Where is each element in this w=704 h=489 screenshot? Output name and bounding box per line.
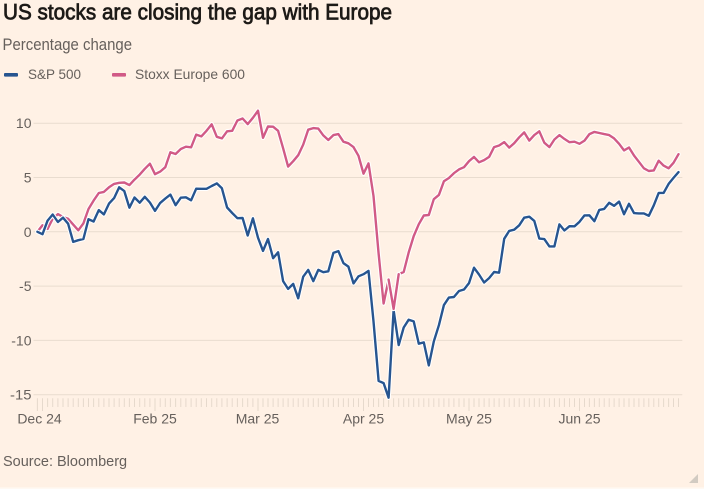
svg-text:Percentage change: Percentage change xyxy=(3,35,133,54)
svg-text:0: 0 xyxy=(24,224,32,240)
svg-text:5: 5 xyxy=(24,170,32,186)
svg-text:Dec 24: Dec 24 xyxy=(17,411,62,427)
svg-text:Jun 25: Jun 25 xyxy=(558,411,600,427)
svg-text:Stoxx Europe 600: Stoxx Europe 600 xyxy=(135,66,245,82)
svg-text:Mar 25: Mar 25 xyxy=(236,411,280,427)
svg-text:Source: Bloomberg: Source: Bloomberg xyxy=(3,454,127,470)
svg-text:-15: -15 xyxy=(10,387,32,403)
svg-text:US stocks are closing the gap: US stocks are closing the gap with Europ… xyxy=(3,0,392,25)
svg-text:Apr 25: Apr 25 xyxy=(343,411,384,427)
svg-text:Feb 25: Feb 25 xyxy=(133,411,177,427)
svg-text:S&P 500: S&P 500 xyxy=(28,66,81,82)
svg-text:May 25: May 25 xyxy=(446,411,492,427)
svg-text:-10: -10 xyxy=(11,332,31,348)
svg-text:10: 10 xyxy=(16,115,32,131)
svg-text:-5: -5 xyxy=(19,278,32,294)
